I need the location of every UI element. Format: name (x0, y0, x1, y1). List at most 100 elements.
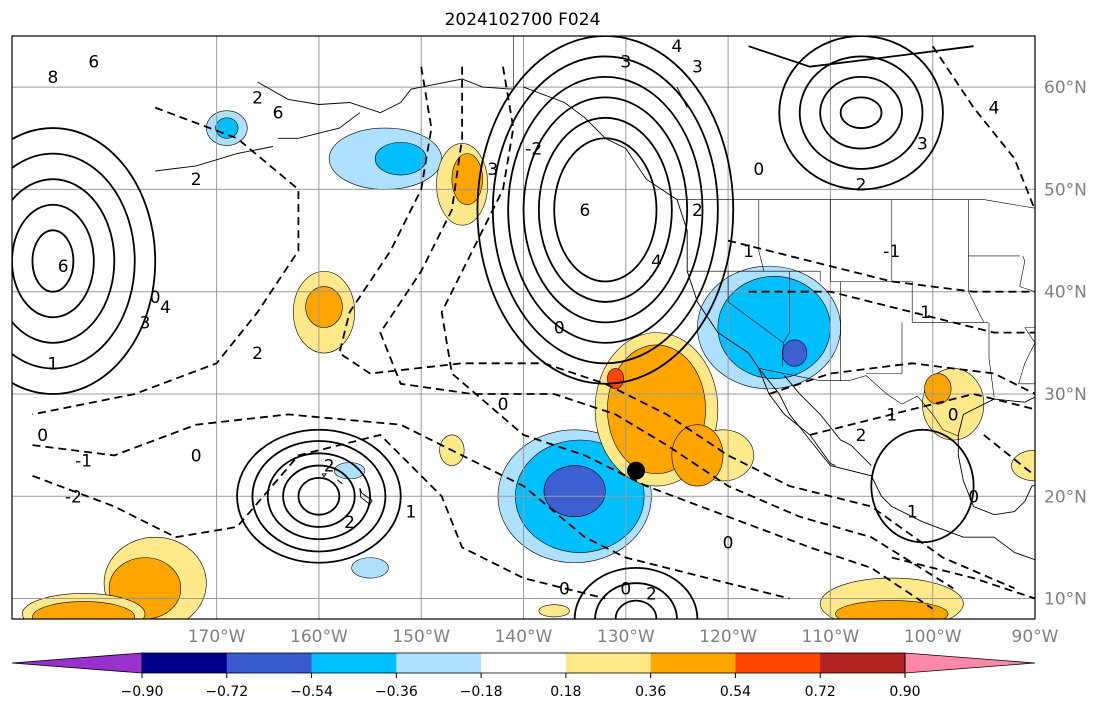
colorbar-segment (142, 653, 228, 673)
contour-label: 8 (48, 68, 59, 88)
coastline-segment (784, 375, 872, 466)
contour-label: 2 (1050, 247, 1061, 267)
political-border (1018, 327, 1035, 385)
latitude-tick-label: 30°N (1044, 385, 1087, 405)
contour-label: 6 (579, 201, 590, 221)
contour-label: 1 (406, 503, 417, 523)
negative-contour (748, 290, 1035, 334)
coastline-segment (758, 368, 836, 467)
gulf-of-alaska-high-contour (553, 137, 658, 283)
negative-contour (983, 434, 1035, 478)
contour-label: 1 (48, 354, 59, 374)
contour-label: 4 (651, 252, 662, 272)
colorbar-tick-label: −0.18 (460, 684, 503, 700)
subtropical-contour (297, 476, 341, 516)
anomaly-patch-orange (451, 153, 483, 206)
coastline-segment (278, 112, 361, 139)
anomaly-patch-orange (835, 600, 949, 619)
positive-contour (748, 45, 974, 68)
lat-lon-gridlines (12, 36, 1035, 619)
contour-label: 3 (692, 58, 703, 78)
political-border (727, 271, 784, 344)
contour-label: 6 (273, 104, 284, 124)
longitude-tick-label: 110°W (802, 627, 860, 647)
political-border (866, 322, 903, 374)
negative-contour (32, 433, 606, 600)
contour-label: 6 (88, 53, 99, 73)
anomaly-patch-orange (924, 373, 952, 405)
latitude-tick-label: 40°N (1044, 283, 1087, 303)
colorbar-segment (565, 653, 652, 673)
anomaly-patch-orange (305, 286, 343, 328)
negative-contour (32, 413, 790, 600)
contour-label: 2 (344, 513, 355, 533)
longitude-tick-label: 120°W (699, 627, 757, 647)
colorbar-segment (481, 653, 567, 673)
negative-contour (32, 106, 300, 416)
contour-label: -2 (525, 140, 542, 160)
political-border (1053, 343, 1055, 389)
contour-label: 0 (620, 579, 631, 599)
colorbar-outline (141, 652, 906, 674)
northern-high-contour (798, 55, 924, 170)
marker-layer (627, 461, 646, 480)
map-frame (11, 35, 1036, 620)
contour-label: 0 (968, 487, 979, 507)
gulf-of-alaska-high-contour (507, 76, 704, 344)
contour-label: 2 (252, 88, 263, 108)
political-border (988, 322, 995, 398)
colorbar-segment (311, 653, 397, 673)
anomaly-patch-yellow (538, 604, 570, 618)
negative-contour (338, 66, 1015, 590)
coastlines (155, 36, 1055, 561)
subtropical-contour (236, 428, 402, 564)
colorbar-segment (820, 653, 906, 673)
negative-contour (809, 393, 1035, 436)
longitude-tick-label: 170°W (188, 627, 246, 647)
contour-label: 0 (554, 319, 565, 339)
coastline-segment (155, 146, 273, 172)
longitude-tick-label: 130°W (597, 627, 655, 647)
colorbar-segment (650, 653, 736, 673)
political-border (1024, 327, 1035, 328)
contour-label: -1 (75, 451, 92, 471)
height-contours (12, 36, 1035, 619)
contour-label: -1 (914, 303, 931, 323)
subtropical-contour (251, 440, 387, 553)
negative-contour (768, 362, 1035, 395)
colorbar-segment (396, 653, 482, 673)
negative-contour (379, 66, 954, 590)
contour-label: 2 (252, 344, 263, 364)
longitude-tick-label: 140°W (495, 627, 553, 647)
colorbar-tick-label: 0.72 (805, 684, 836, 700)
anomaly-patch-blue (1052, 539, 1068, 555)
political-border (782, 271, 790, 367)
colorbar-tick-label: 0.36 (635, 684, 666, 700)
contour-labels: 26431020-1-20022164203-23340234301-12-12… (37, 37, 1061, 604)
subtropical-contour (266, 452, 371, 541)
longitude-tick-label: 150°W (392, 627, 450, 647)
contour-label: 4 (160, 298, 171, 318)
western-pacific-high-contour (12, 178, 116, 344)
negative-contour (727, 239, 1035, 293)
colorbar-tick-label: 0.90 (889, 684, 920, 700)
contour-label: 2 (646, 584, 657, 604)
contour-label: 2 (191, 170, 202, 190)
anomaly-patch-orange (671, 424, 724, 487)
colorbar-segment (226, 653, 313, 673)
colorbar-tick-labels: −0.90 −0.72 −0.54 −0.36 −0.18 0.18 0.36 0.54 0.7… (121, 673, 921, 700)
contour-label: 2 (856, 175, 867, 195)
contour-label: 4 (672, 37, 683, 57)
western-pacific-high-contour (12, 127, 157, 395)
contour-label: 0 (498, 395, 509, 415)
anomaly-patch-yellow (1011, 449, 1035, 482)
contour-label: 0 (37, 426, 48, 446)
latitude-tick-labels: 60°N 50°N 40°N 30°N 20°N 10°N (1044, 78, 1087, 609)
colorbar-tick-label: 0.18 (550, 684, 581, 700)
western-pacific-high-contour (12, 152, 136, 370)
colorbar-extend-max (904, 652, 1036, 674)
anomaly-patch-orange (32, 601, 136, 619)
latitude-tick-label: 20°N (1044, 487, 1087, 507)
longitude-tick-labels: 170°W 160°W 150°W 140°W 130°W 120°W 110°W 100°W… (188, 627, 1059, 647)
